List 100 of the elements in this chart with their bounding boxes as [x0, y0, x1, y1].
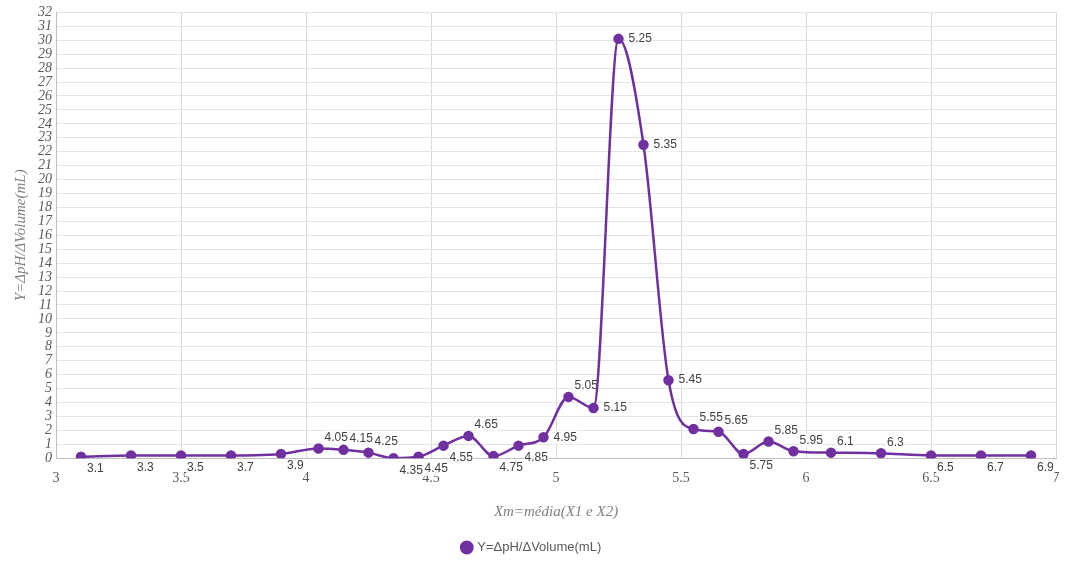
- point: [663, 374, 674, 386]
- x-axis-title: Xm=média(X1 e X2): [492, 502, 619, 520]
- annotation: 5.45: [678, 372, 703, 387]
- x-tick-label: 6.5: [922, 470, 940, 486]
- annotation: 4.65: [474, 417, 499, 432]
- y-tick-label: 23: [38, 129, 52, 145]
- y-tick-label: 10: [38, 310, 52, 326]
- annotation: 3.1: [87, 461, 105, 476]
- annotation: 4.25: [374, 433, 399, 448]
- point: [125, 450, 137, 459]
- annotation: 6.1: [837, 433, 855, 448]
- point: [463, 430, 474, 442]
- point: [538, 432, 549, 443]
- annotation: 5.35: [653, 137, 678, 152]
- y-tick-label: 25: [38, 101, 52, 117]
- y-tick-label: 0: [45, 449, 52, 465]
- annotation: 3.9: [287, 458, 305, 473]
- point: [788, 445, 799, 457]
- point: [738, 448, 749, 459]
- annotation: 4.15: [349, 431, 374, 446]
- y-tick-label: 27: [38, 73, 53, 89]
- y-tick-label: 26: [38, 87, 52, 103]
- y-tick-label: 30: [37, 31, 52, 47]
- point: [225, 450, 237, 459]
- point: [438, 440, 449, 451]
- annotation: 3.3: [137, 459, 155, 474]
- point: [313, 443, 324, 454]
- annotation: 6.3: [887, 434, 905, 449]
- annotation: 4.05: [324, 429, 349, 444]
- x-tick-label: 6: [802, 470, 810, 486]
- annotation: 3.7: [237, 459, 255, 474]
- y-tick-label: 20: [38, 171, 52, 187]
- y-tick-label: 18: [38, 199, 52, 215]
- point: [975, 450, 987, 459]
- y-tick-label: 9: [45, 324, 52, 340]
- point: [413, 451, 424, 459]
- point: [488, 450, 499, 459]
- y-tick-label: 4: [45, 394, 52, 410]
- annotation: 4.85: [524, 449, 549, 464]
- point: [825, 447, 837, 458]
- legend-label: Y=ΔpH/ΔVolume(mL): [477, 539, 602, 555]
- annotation: 6.9: [1037, 459, 1055, 474]
- point: [638, 139, 649, 150]
- y-tick-label: 3: [44, 408, 52, 424]
- annotation: 3.5: [187, 459, 205, 474]
- y-tick-label: 21: [38, 157, 52, 173]
- y-tick-label: 11: [39, 296, 52, 312]
- y-tick-label: 17: [38, 213, 53, 229]
- point: [688, 423, 699, 435]
- x-tick-label: 5.5: [672, 470, 690, 486]
- y-tick-label: 16: [38, 226, 52, 242]
- y-tick-label: 24: [38, 115, 52, 131]
- point: [363, 447, 374, 458]
- y-tick-label: 6: [45, 366, 52, 382]
- point: [763, 436, 774, 447]
- point: [613, 33, 624, 45]
- y-tick-label: 2: [45, 422, 52, 438]
- point: [338, 444, 349, 456]
- point: [713, 426, 724, 437]
- y-tick-label: 5: [45, 380, 52, 396]
- y-tick-label: 1: [45, 435, 52, 451]
- point: [588, 402, 599, 414]
- annotation: 4.95: [553, 429, 578, 444]
- point: [513, 440, 524, 451]
- annotation: 5.85: [774, 422, 799, 437]
- y-axis-title: Y=ΔpH/ΔVolume(mL): [11, 169, 29, 302]
- x-tick-label: 7: [1052, 470, 1060, 486]
- annotation: 5.95: [799, 432, 824, 447]
- point: [563, 391, 574, 403]
- x-tick-label: 5: [552, 470, 560, 486]
- y-tick-label: 31: [37, 18, 52, 34]
- annotation: 4.75: [499, 460, 524, 475]
- x-tick-label: 4: [302, 470, 310, 486]
- point: [175, 450, 187, 459]
- y-tick-label: 8: [45, 338, 52, 354]
- y-tick-label: 19: [38, 185, 52, 201]
- y-tick-label: 13: [38, 268, 52, 284]
- annotation: 5.75: [749, 458, 774, 473]
- y-tick-label: 28: [38, 59, 52, 75]
- point: [275, 448, 287, 459]
- annotation: 5.15: [603, 400, 628, 415]
- annotation: 5.55: [699, 410, 724, 425]
- annotation: 4.35: [399, 462, 424, 477]
- annotation: 5.65: [724, 413, 749, 428]
- annotation: 4.45: [424, 461, 449, 476]
- annotation: 5.25: [628, 31, 653, 46]
- x-tick-label: 3.5: [172, 470, 190, 486]
- annotation: 4.55: [449, 449, 474, 464]
- y-tick-label: 22: [38, 143, 52, 159]
- y-tick-label: 29: [38, 45, 52, 61]
- point: [875, 448, 887, 459]
- point: [1025, 450, 1037, 459]
- y-tick-label: 7: [45, 352, 53, 368]
- annotation: 6.7: [987, 459, 1005, 474]
- y-tick-label: 12: [38, 282, 52, 298]
- y-tick-label: 14: [38, 254, 52, 270]
- y-tick-label: 15: [38, 240, 52, 256]
- annotation: 6.5: [937, 459, 955, 474]
- y-tick-label: 32: [37, 4, 52, 20]
- point: [925, 450, 937, 459]
